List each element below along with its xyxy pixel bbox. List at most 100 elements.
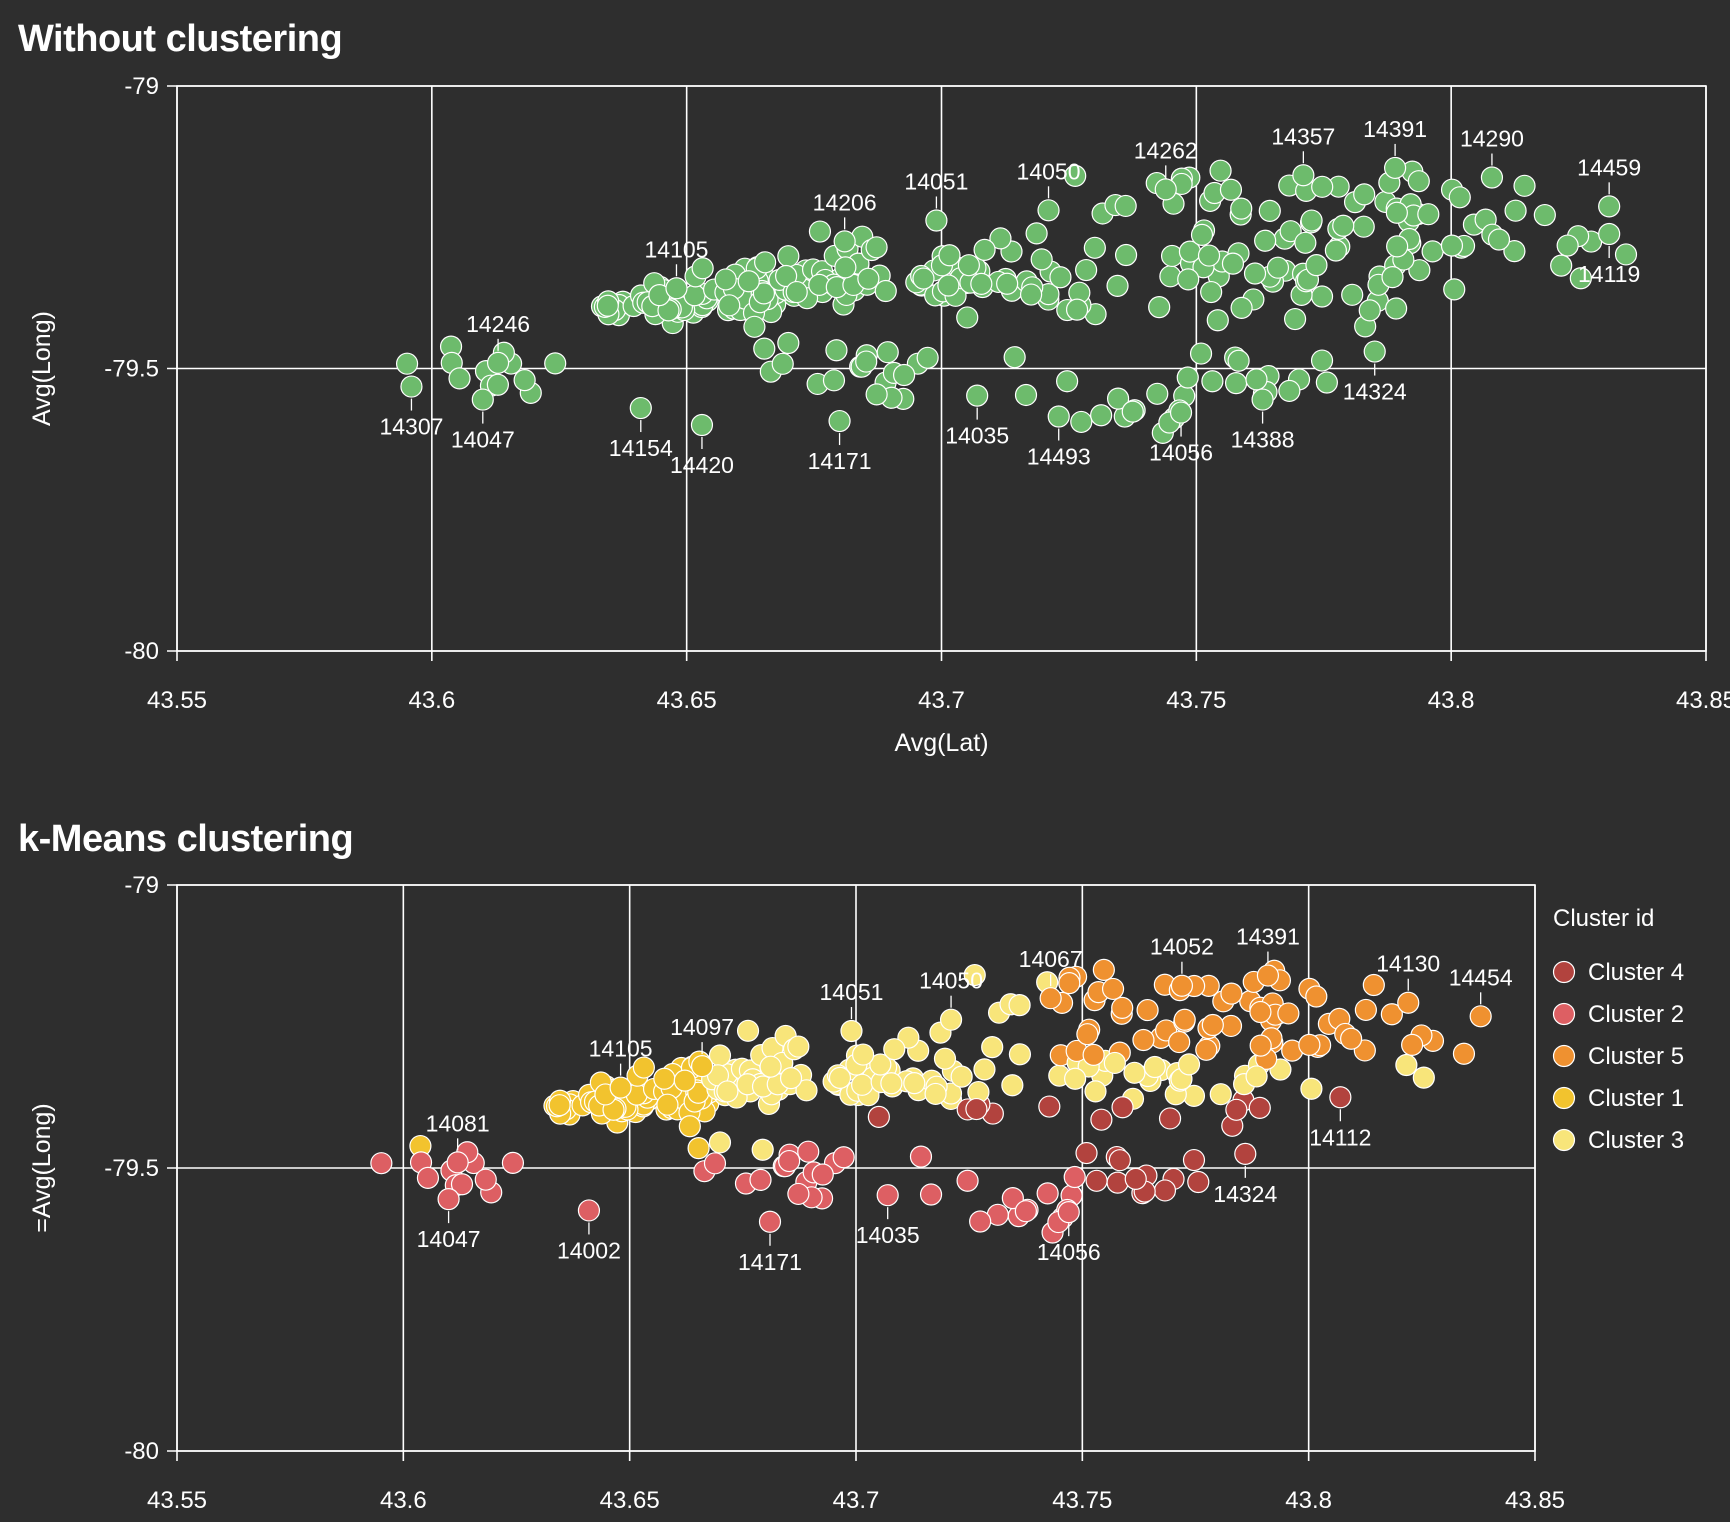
data-point	[1064, 1067, 1087, 1090]
legend-item[interactable]: Cluster 2	[1552, 1001, 1685, 1028]
data-point	[880, 1072, 903, 1095]
labeled-data-point	[437, 1188, 460, 1211]
labeled-data-point	[1292, 164, 1315, 187]
labeled-data-point	[1384, 156, 1407, 180]
data-point	[973, 238, 996, 261]
x-tick-label: 43.8	[1285, 1487, 1332, 1514]
data-point	[743, 315, 766, 338]
data-point	[1146, 382, 1169, 405]
data-point	[1219, 178, 1243, 201]
labeled-data-point	[690, 413, 714, 437]
data-point	[981, 1035, 1004, 1059]
data-point	[752, 282, 776, 305]
data-point	[1249, 1034, 1272, 1057]
data-point	[1197, 244, 1221, 267]
data-point	[828, 1066, 852, 1089]
point-label: 14391	[1363, 116, 1427, 142]
labeled-data-point	[1256, 964, 1280, 987]
legend-item[interactable]: Cluster 5	[1552, 1043, 1685, 1070]
x-tick-label: 43.85	[1676, 687, 1730, 714]
data-point	[1123, 1061, 1146, 1084]
data-point	[1225, 1098, 1248, 1121]
data-point	[825, 339, 848, 362]
data-point	[933, 1047, 957, 1070]
data-point	[737, 270, 760, 293]
data-point	[1114, 194, 1137, 218]
data-point	[1550, 254, 1573, 277]
point-label: 14050	[1017, 158, 1081, 184]
data-point	[1158, 1107, 1182, 1130]
point-label: 14035	[945, 423, 1009, 449]
data-point	[1248, 1096, 1271, 1119]
point-label: 14067	[1019, 946, 1083, 972]
data-point	[865, 383, 888, 406]
y-axis-label: =Avg(Long)	[28, 1103, 56, 1233]
data-point	[736, 1019, 760, 1042]
data-point	[771, 352, 794, 375]
data-point	[513, 369, 536, 392]
labeled-data-point	[1039, 987, 1062, 1010]
data-point	[1177, 268, 1200, 291]
data-point	[1294, 231, 1317, 254]
chart-title: k-Means clustering	[18, 818, 354, 860]
data-point	[1209, 1083, 1232, 1106]
data-point	[883, 1038, 906, 1061]
data-point	[1114, 243, 1138, 267]
point-label: 14056	[1037, 1239, 1101, 1265]
data-point	[1452, 1042, 1476, 1065]
data-point	[909, 1145, 933, 1168]
data-point	[1201, 370, 1224, 393]
point-label: 14130	[1376, 951, 1440, 977]
x-tick-label: 43.6	[380, 1487, 427, 1514]
data-point	[876, 341, 899, 364]
labeled-data-point	[665, 277, 688, 300]
data-point	[1085, 1169, 1108, 1192]
legend-swatch	[1552, 1086, 1576, 1110]
point-label: 14459	[1577, 154, 1641, 180]
data-point	[1533, 203, 1556, 227]
data-point	[1227, 349, 1250, 372]
data-point	[1258, 199, 1281, 222]
data-point	[450, 1173, 474, 1196]
data-point	[486, 373, 509, 396]
data-point	[1614, 243, 1638, 266]
data-point	[1266, 256, 1290, 279]
data-point	[1101, 977, 1125, 1001]
data-point	[956, 1169, 979, 1192]
data-point	[1417, 203, 1440, 226]
point-label: 14047	[417, 1226, 481, 1252]
legend-item[interactable]: Cluster 1	[1552, 1085, 1685, 1112]
labeled-data-point	[966, 384, 989, 407]
labeled-data-point	[840, 1019, 863, 1043]
legend-swatch	[1552, 960, 1576, 984]
data-point	[1075, 1141, 1098, 1165]
x-tick-label: 43.65	[657, 687, 717, 714]
data-point	[1038, 1095, 1061, 1118]
legend-label: Cluster 1	[1588, 1085, 1684, 1112]
data-point	[1014, 1200, 1037, 1223]
labeled-data-point	[1037, 199, 1060, 222]
point-label: 14047	[451, 427, 515, 453]
data-point	[874, 279, 897, 303]
data-point	[1049, 266, 1072, 289]
point-label: 14002	[557, 1237, 621, 1263]
data-point	[1362, 973, 1385, 997]
data-point	[785, 280, 808, 304]
data-point	[1556, 234, 1579, 257]
labeled-data-point	[1057, 1201, 1080, 1224]
data-point	[1386, 235, 1409, 258]
data-point	[938, 244, 961, 267]
data-point	[1106, 274, 1129, 297]
labeled-data-point	[1234, 1142, 1257, 1165]
data-point	[1385, 297, 1408, 320]
data-point	[1340, 1027, 1363, 1050]
data-point	[963, 963, 986, 987]
data-point	[596, 294, 619, 317]
data-point	[1014, 383, 1038, 407]
labeled-data-point	[1469, 1005, 1492, 1028]
legend-item[interactable]: Cluster 3	[1552, 1127, 1685, 1154]
data-point	[973, 1058, 996, 1081]
point-label: 14097	[670, 1014, 734, 1040]
legend-item[interactable]: Cluster 4	[1552, 959, 1685, 986]
data-point	[1111, 1096, 1134, 1119]
